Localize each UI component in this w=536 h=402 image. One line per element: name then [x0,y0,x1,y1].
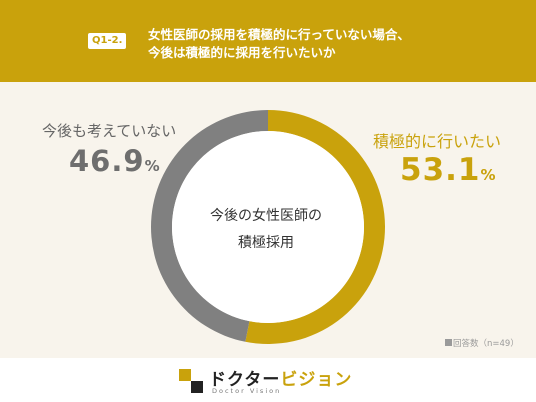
slice-value-not-considering: 46.9% [69,144,161,178]
donut-center-title-line2: 積極採用 [238,235,294,251]
donut-slice-want-to-hire [245,110,385,344]
question-text-line2: 今後は積極的に採用を行いたいか [148,45,336,60]
percent-sign: % [480,166,497,184]
slice-value-number: 46.9 [69,144,145,178]
slice-value-number: 53.1 [400,152,481,188]
logo-wordmark-dark: ドクター [209,370,281,390]
donut-hole [172,131,364,323]
chart-panel: 今後も考えていない 46.9% 積極的に行いたい 53.1% 今後の女性医師の … [0,82,536,358]
slice-label-want-to-hire: 積極的に行いたい [373,132,502,151]
respondent-count-note: 回答数（n=49） [445,337,519,349]
donut-chart [150,110,385,344]
question-text-line1: 女性医師の採用を積極的に行っていない場合、 [148,27,410,42]
question-header: Q1-2. 女性医師の採用を積極的に行っていない場合、 今後は積極的に採用を行い… [0,0,536,82]
slice-label-not-considering: 今後も考えていない [42,122,177,140]
logo-subtitle: Doctor Vision [212,387,282,395]
logo-wordmark: ドクタービジョン [209,365,352,390]
doctor-vision-logo: ドクタービジョン Doctor Vision [176,364,360,398]
logo-wordmark-accent: ビジョン [280,370,353,390]
square-bullet-icon [445,339,452,346]
donut-center-title-line1: 今後の女性医師の [210,208,322,224]
slice-value-want-to-hire: 53.1% [400,152,497,188]
question-number-badge: Q1-2. [88,33,127,49]
donut-slice-not-considering [150,110,268,342]
percent-sign: % [144,157,161,175]
logo-mark-icon [179,369,203,393]
respondent-count-text: 回答数（n=49） [453,339,519,349]
